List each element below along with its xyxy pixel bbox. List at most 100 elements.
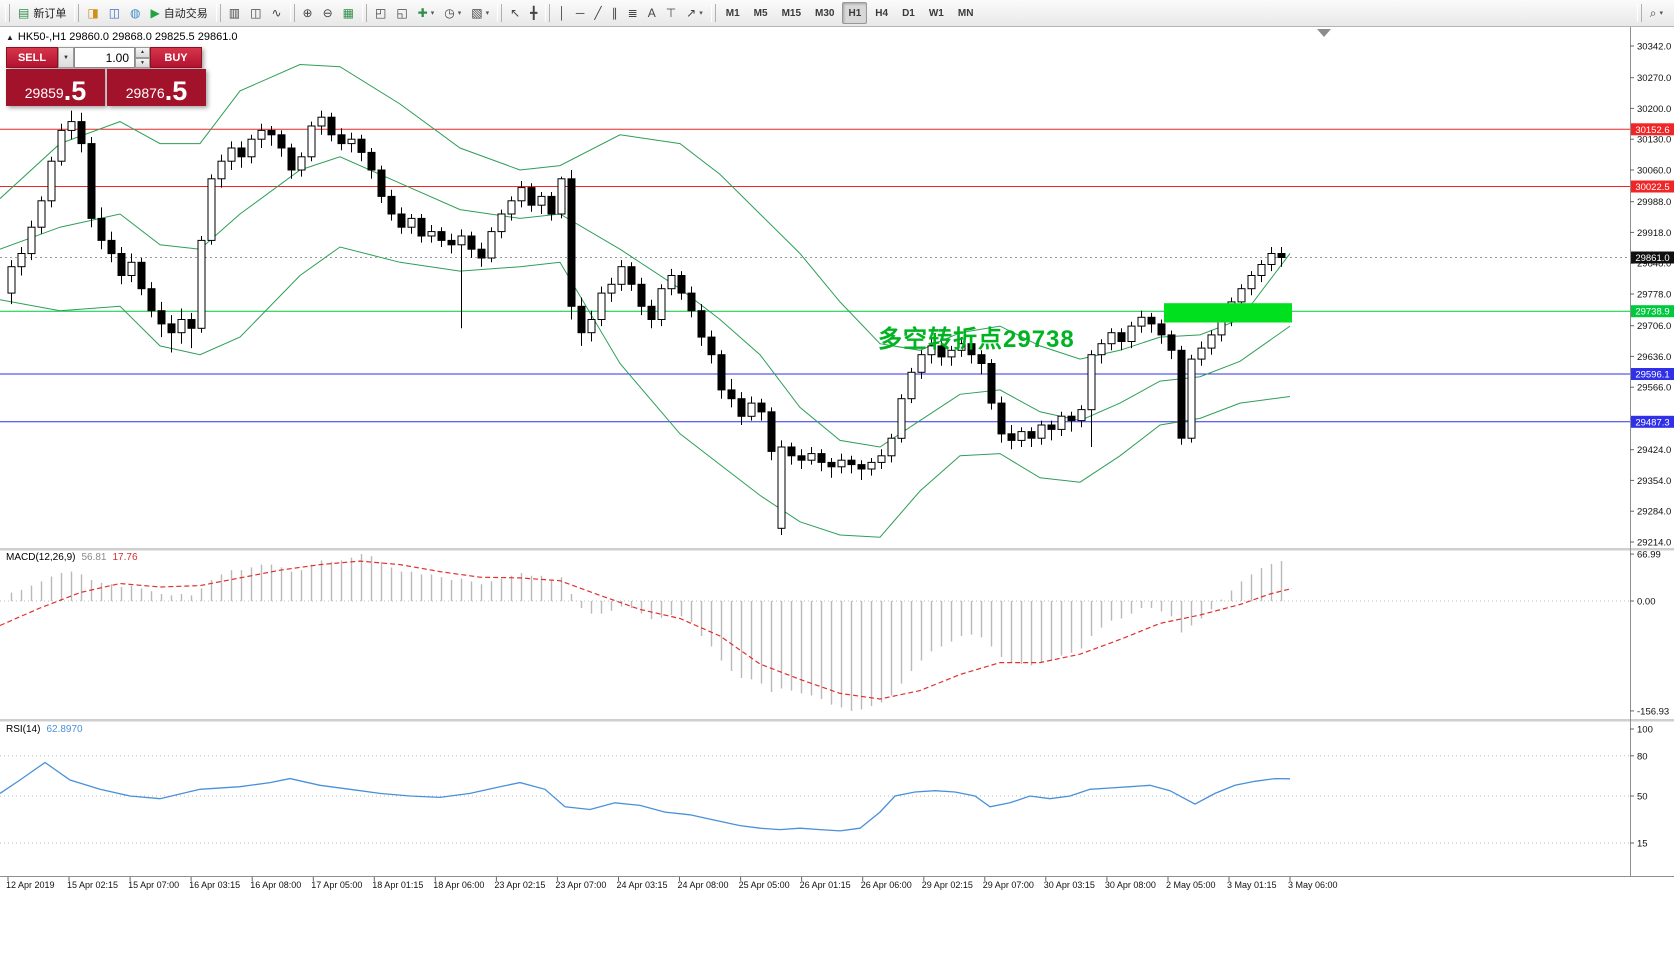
- templates-button[interactable]: ▧ ▾: [467, 2, 493, 24]
- collapse-trade-panel-arrow[interactable]: ▲: [6, 33, 14, 42]
- fibonacci-button[interactable]: ≣: [624, 2, 642, 24]
- tile-windows-button[interactable]: ◰: [371, 2, 390, 24]
- indicators-button[interactable]: ✚ ▾: [414, 2, 439, 24]
- candle: [1167, 334, 1176, 351]
- candle: [1257, 264, 1266, 276]
- tf-h1-button[interactable]: H1: [842, 2, 868, 24]
- arrows-dropdown-arrow[interactable]: ▾: [699, 10, 703, 17]
- candle: [377, 169, 386, 197]
- toolbar-grip: [545, 4, 551, 22]
- cursor-button[interactable]: ↖: [506, 2, 524, 24]
- toolbar: ▤ 新订单 ◨ ◫ ◍ ▶ 自动交易 ▥ ◫ ∿ ⊕ ⊖ ▦ ◰ ◱ ✚ ▾ ◷ ▾ ▧ ▾ ↖ ╋ │ ─ ╱ ∥ ≣ A ⊤ ↗ ▾ M1 M…: [0, 0, 1674, 27]
- tf-m30-button[interactable]: M30: [809, 2, 840, 24]
- bar-chart-button[interactable]: ▥: [225, 2, 244, 24]
- candle: [357, 138, 366, 153]
- text-label-button[interactable]: ⊤: [662, 2, 680, 24]
- trendline-button[interactable]: ╱: [590, 2, 605, 24]
- tf-m30-label: M30: [815, 7, 835, 19]
- cascade-windows-button[interactable]: ◱: [392, 2, 411, 24]
- tf-w1-button[interactable]: W1: [923, 2, 950, 24]
- candle: [477, 248, 486, 259]
- bar-chart-icon: ▥: [228, 6, 241, 20]
- trendline-icon: ╱: [594, 6, 602, 20]
- chart-canvas[interactable]: 30342.0 30270.0 30200.0 30130.0 30060.0 29988…: [0, 27, 1674, 954]
- time-label: 23 Apr 07:00: [555, 880, 606, 890]
- search-dropdown-arrow[interactable]: ▾: [1659, 10, 1663, 17]
- volume-input[interactable]: [74, 47, 135, 68]
- price-tick-label: 29636.0: [1637, 352, 1671, 363]
- indicators-icon: ✚: [417, 6, 428, 20]
- candle: [177, 319, 186, 334]
- tf-d1-button[interactable]: D1: [896, 2, 921, 24]
- rsi-axis-label: 80: [1637, 751, 1648, 762]
- new-order-icon: ▤: [18, 6, 30, 20]
- market-watch-button[interactable]: ◨: [83, 2, 102, 24]
- candle: [507, 200, 516, 215]
- candle: [1067, 415, 1076, 422]
- tf-h4-button[interactable]: H4: [869, 2, 894, 24]
- vertical-line-button[interactable]: │: [554, 2, 570, 24]
- price-tick-label: 29354.0: [1637, 476, 1671, 487]
- rsi-axis-label: 50: [1637, 792, 1648, 803]
- templates-dropdown-arrow[interactable]: ▾: [485, 10, 490, 17]
- tf-m5-button[interactable]: M5: [748, 2, 774, 24]
- zoom-in-button[interactable]: ⊕: [299, 2, 317, 24]
- volume-step-down-button[interactable]: ▼: [135, 57, 150, 68]
- periods-button[interactable]: ◷ ▾: [440, 2, 465, 24]
- candle: [737, 398, 746, 417]
- horizontal-line-button[interactable]: ─: [572, 2, 589, 24]
- time-label: 12 Apr 2019: [6, 880, 55, 890]
- tf-d1-label: D1: [902, 7, 915, 19]
- chart-annotation-text[interactable]: 多空转折点29738: [878, 326, 1075, 353]
- arrows-button[interactable]: ↗ ▾: [682, 2, 707, 24]
- candle: [1277, 253, 1286, 258]
- sell-button[interactable]: SELL: [6, 47, 58, 68]
- candle: [57, 129, 66, 162]
- new-order-button[interactable]: ▤ 新订单: [14, 2, 70, 24]
- time-label: 29 Apr 02:15: [922, 880, 973, 890]
- tf-m1-button[interactable]: M1: [720, 2, 746, 24]
- macd-panel-separator[interactable]: [0, 548, 1674, 551]
- macd-axis-label: 66.99: [1637, 550, 1661, 561]
- search-button[interactable]: ⌕ ▾: [1646, 2, 1667, 24]
- tf-mn-button[interactable]: MN: [952, 2, 980, 24]
- time-label: 23 Apr 02:15: [494, 880, 545, 890]
- time-label: 15 Apr 02:15: [67, 880, 118, 890]
- indicators-dropdown-arrow[interactable]: ▾: [430, 10, 435, 17]
- candle: [1097, 343, 1106, 356]
- navigator-button[interactable]: ◫: [105, 2, 124, 24]
- buy-price-fraction: .5: [164, 76, 188, 107]
- zoom-out-button[interactable]: ⊖: [319, 2, 337, 24]
- candle: [427, 231, 436, 237]
- toolbar-grip: [710, 4, 716, 22]
- terminal-button[interactable]: ◍: [126, 2, 144, 24]
- toolbar-group: ▥ ◫ ∿: [213, 2, 287, 24]
- candle: [277, 134, 286, 149]
- rsi-panel-separator[interactable]: [0, 719, 1674, 722]
- volume-step-up-button[interactable]: ▲: [135, 47, 150, 58]
- candlestick-chart-button[interactable]: ◫: [246, 2, 265, 24]
- channel-button[interactable]: ∥: [608, 2, 622, 24]
- candle: [567, 178, 576, 307]
- candle: [157, 310, 166, 325]
- grid-button[interactable]: ▦: [339, 2, 358, 24]
- chart-shift-marker[interactable]: [1317, 29, 1331, 37]
- candle: [347, 138, 356, 145]
- line-chart-button[interactable]: ∿: [267, 2, 285, 24]
- buy-price-display[interactable]: 29876.5: [107, 69, 206, 106]
- buy-button[interactable]: BUY: [150, 47, 202, 68]
- candle: [457, 235, 466, 246]
- one-click-trading-panel: SELL ▼ ▲ ▼ BUY 29859.5 29876.5: [6, 47, 206, 106]
- volume-dropdown-button[interactable]: ▼: [58, 47, 74, 68]
- tf-m15-button[interactable]: M15: [776, 2, 807, 24]
- sell-price-display[interactable]: 29859.5: [6, 69, 105, 106]
- periods-dropdown-arrow[interactable]: ▾: [457, 10, 462, 17]
- candle: [1177, 349, 1186, 439]
- highlight-box-object[interactable]: [1164, 303, 1292, 323]
- text-button[interactable]: A: [644, 2, 660, 24]
- crosshair-button[interactable]: ╋: [526, 2, 541, 24]
- candle: [497, 213, 506, 233]
- candle: [1007, 433, 1016, 441]
- candle: [317, 116, 326, 127]
- auto-trading-button[interactable]: ▶ 自动交易: [147, 2, 212, 24]
